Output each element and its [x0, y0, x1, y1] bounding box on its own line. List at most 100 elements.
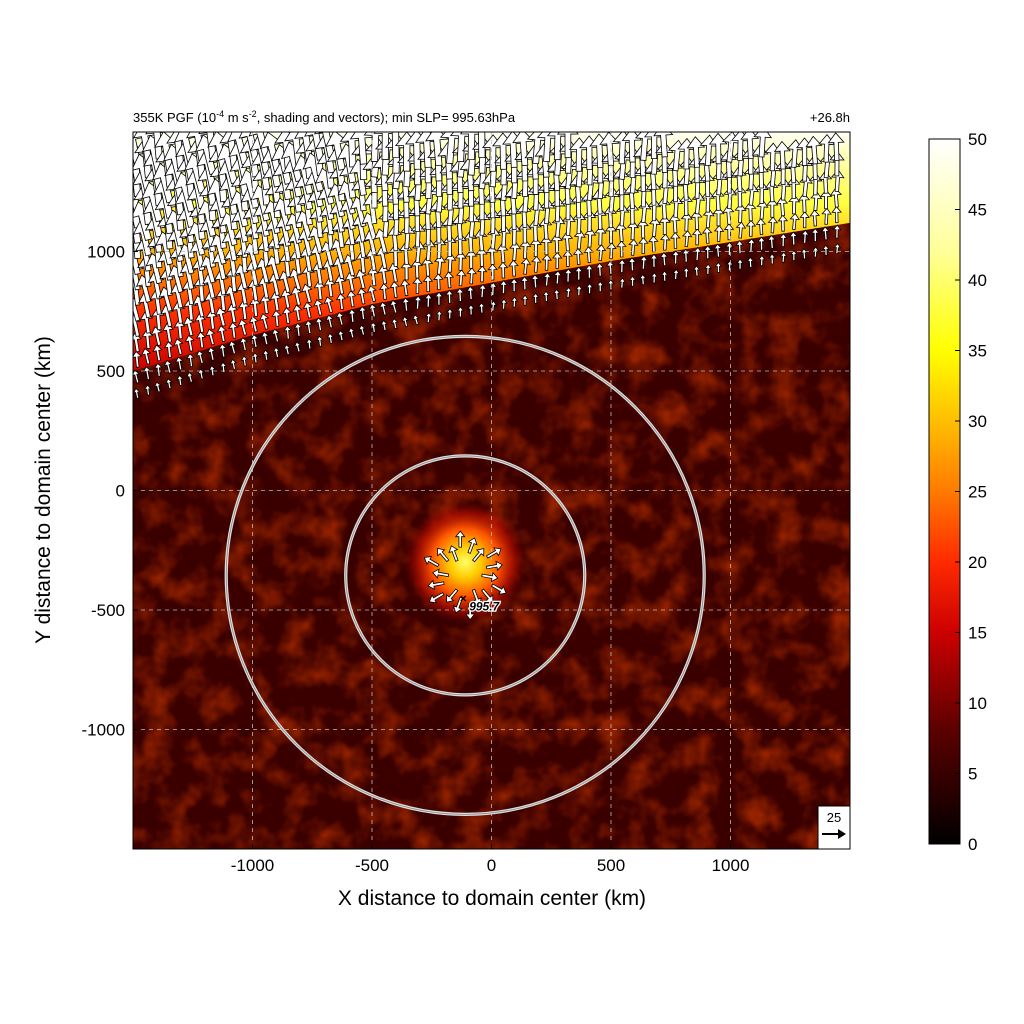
pgf-vector	[478, 283, 487, 298]
pgf-vector	[746, 238, 756, 253]
pgf-vector	[639, 273, 647, 286]
colorbar-tick-label: 25	[968, 483, 987, 502]
pgf-vector	[506, 204, 522, 230]
pgf-vector	[713, 224, 725, 242]
pgf-vector	[368, 303, 378, 318]
pgf-vector	[820, 189, 833, 210]
pgf-vector	[259, 313, 270, 330]
pgf-vector	[756, 199, 769, 220]
core-vector	[485, 560, 503, 572]
pgf-vector	[529, 237, 542, 258]
core-vector	[471, 588, 482, 606]
pgf-vector	[595, 244, 607, 262]
core-vector	[485, 547, 502, 559]
pgf-vector	[144, 384, 152, 396]
pgf-vector	[595, 262, 605, 277]
pgf-vector	[378, 282, 390, 300]
pgf-vector	[758, 254, 766, 267]
pgf-vector	[389, 281, 400, 298]
pgf-vector	[445, 289, 454, 304]
pgf-vector	[165, 378, 173, 390]
pgf-vector	[271, 328, 280, 343]
title-mid: m s	[224, 110, 249, 125]
pgf-vector	[658, 215, 671, 235]
core-vector	[454, 530, 466, 548]
pgf-vector	[767, 234, 777, 249]
y-tick-label: 500	[97, 362, 125, 381]
pgf-vector	[465, 248, 478, 269]
pgf-vector	[335, 311, 345, 326]
y-tick-label: 1000	[87, 243, 125, 262]
pgf-vector	[820, 226, 830, 241]
y-tick-label: 0	[116, 482, 125, 501]
core-vector	[423, 555, 440, 568]
pgf-vector	[237, 318, 248, 336]
pgf-vector	[638, 237, 649, 254]
pgf-vector	[519, 239, 532, 260]
pgf-vector	[570, 192, 587, 219]
pgf-vectors	[133, 132, 845, 399]
pgf-vector	[302, 301, 313, 319]
pgf-vector	[433, 273, 444, 291]
pgf-vector	[593, 207, 607, 230]
pgf-vector	[271, 309, 282, 327]
pgf-vector	[734, 203, 747, 223]
pgf-vector	[466, 285, 475, 300]
pgf-vector	[475, 246, 488, 267]
pgf-vector	[531, 292, 540, 304]
reference-box	[817, 805, 851, 850]
title-exp2: -2	[249, 109, 257, 119]
pgf-vector	[517, 220, 532, 244]
y-axis-label: Y distance to domain center (km)	[32, 336, 55, 644]
pgf-vector	[582, 209, 597, 232]
pgf-vector	[293, 322, 303, 337]
pgf-vector	[467, 304, 475, 316]
ring-500km	[345, 455, 586, 696]
pgf-vector	[552, 251, 563, 269]
pgf-vector	[755, 218, 767, 236]
pgf-vector	[542, 290, 550, 302]
pgf-vector	[314, 317, 324, 332]
pgf-vector	[679, 193, 694, 216]
x-tick-label: 0	[487, 856, 496, 875]
x-tick-label: -1000	[231, 856, 274, 875]
pgf-vector	[778, 233, 788, 248]
core-vector	[490, 583, 507, 595]
pgf-vector	[604, 223, 618, 244]
title-suffix: , shading and vectors); min SLP= 995.63h…	[257, 110, 516, 125]
pgf-vector	[746, 256, 755, 268]
pgf-vector	[347, 308, 357, 323]
pgf-vector	[531, 255, 542, 273]
y-axis-ticks: -1000 -500 0 500 1000	[82, 243, 138, 740]
pgf-vector	[767, 216, 779, 234]
pgf-vector	[262, 349, 270, 361]
pgf-vector	[530, 274, 540, 289]
pgf-vector	[788, 194, 801, 215]
pgf-vector	[346, 290, 357, 308]
pgf-vector	[583, 246, 594, 264]
chart-title: 355K PGF (10-4 m s-2, shading and vector…	[133, 109, 516, 125]
pgf-vector	[401, 316, 410, 328]
pgf-vector	[712, 206, 725, 227]
pgf-vector	[455, 287, 465, 302]
pgf-vector	[788, 231, 798, 246]
pgf-vector	[356, 287, 368, 305]
reference-vector-label: 25	[827, 810, 841, 825]
pgf-vector	[476, 265, 488, 283]
pgf-vector	[810, 191, 823, 211]
pgf-vector	[239, 337, 249, 352]
pgf-vector	[805, 135, 823, 165]
pgf-vector	[773, 140, 791, 170]
pgf-vector	[628, 275, 637, 287]
pgf-vector	[250, 334, 260, 349]
pgf-vector	[713, 243, 723, 258]
pgf-vector	[810, 227, 820, 242]
pgf-vector	[766, 197, 779, 218]
pgf-vector	[833, 242, 842, 255]
pgf-vector	[596, 281, 605, 293]
colorbar-tick-label: 45	[968, 201, 987, 220]
pgf-vector	[323, 296, 334, 314]
pgf-vector	[714, 261, 723, 273]
pgf-vector	[251, 352, 260, 364]
pgf-vector	[216, 325, 228, 343]
